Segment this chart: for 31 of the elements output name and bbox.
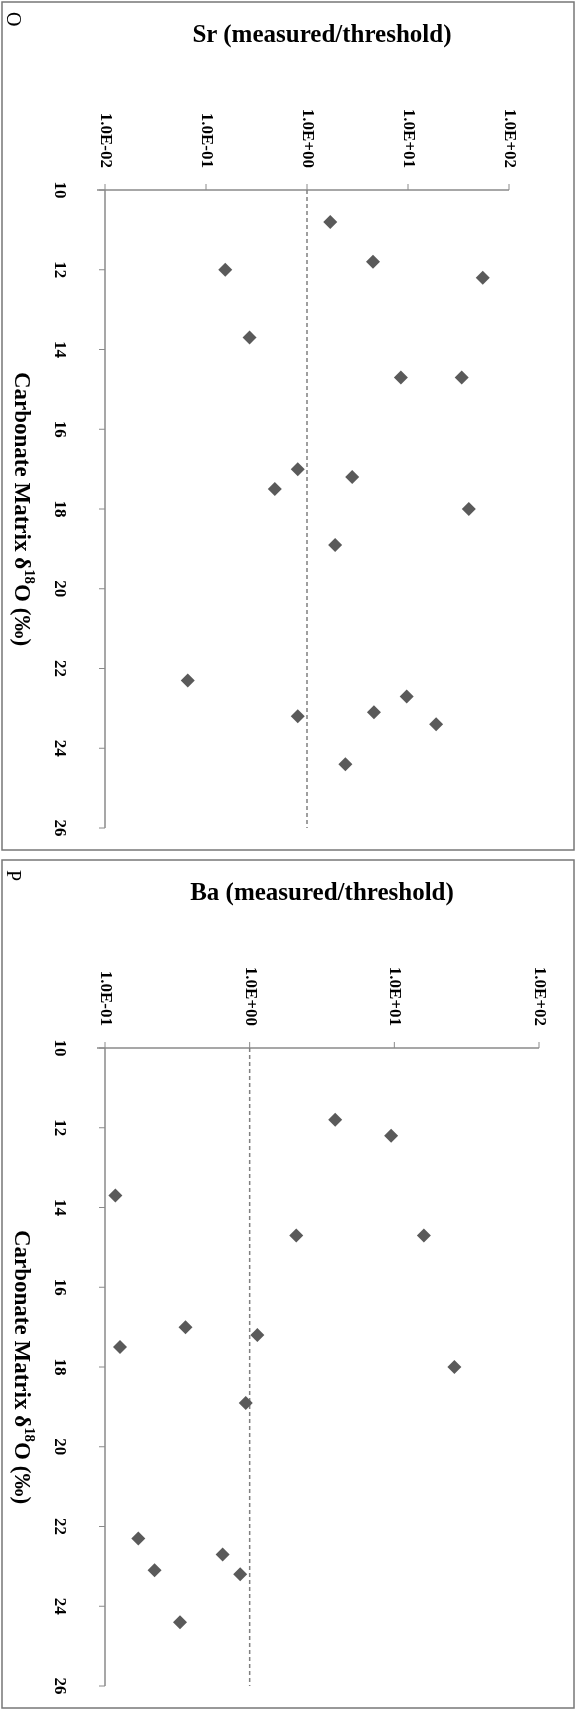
y-tick-label: 10 [51, 1039, 71, 1057]
x-tick-label: 1.0E+00 [299, 108, 319, 168]
y-tick-label: 14 [51, 1199, 71, 1217]
x-axis-title: Ba (measured/threshold) [190, 878, 454, 906]
x-tick-label: 1.0E+02 [501, 108, 521, 168]
y-tick-label: 22 [51, 1518, 71, 1535]
text: O [3, 12, 26, 27]
y-tick-label: 24 [51, 739, 71, 758]
y-tick-label: 16 [51, 420, 71, 438]
y-tick-label: 16 [51, 1278, 71, 1296]
y-tick-label: 10 [51, 181, 71, 199]
y-tick-label: 12 [51, 261, 71, 279]
y-tick-label: 20 [51, 1438, 71, 1456]
y-tick-label: 20 [51, 580, 71, 598]
y-tick-label: 26 [51, 819, 71, 837]
y-tick-label: 18 [51, 500, 71, 518]
x-axis-title: Sr (measured/threshold) [192, 20, 452, 48]
x-tick-label: 1.0E+00 [241, 966, 261, 1026]
y-tick-label: 22 [51, 660, 71, 677]
x-tick-label: 1.0E+01 [386, 966, 406, 1026]
y-tick-label: 26 [51, 1677, 71, 1695]
y-tick-label: 18 [51, 1358, 71, 1376]
x-tick-label: 1.0E+02 [531, 966, 551, 1026]
x-tick-label: 1.0E-01 [198, 112, 218, 168]
text: P [3, 870, 26, 882]
y-tick-label: 12 [51, 1119, 71, 1137]
x-tick-label: 1.0E-01 [97, 970, 117, 1026]
y-tick-label: 14 [51, 341, 71, 359]
x-tick-label: 1.0E+01 [400, 108, 420, 168]
y-tick-label: 24 [51, 1597, 71, 1616]
x-tick-label: 1.0E-02 [97, 112, 117, 168]
